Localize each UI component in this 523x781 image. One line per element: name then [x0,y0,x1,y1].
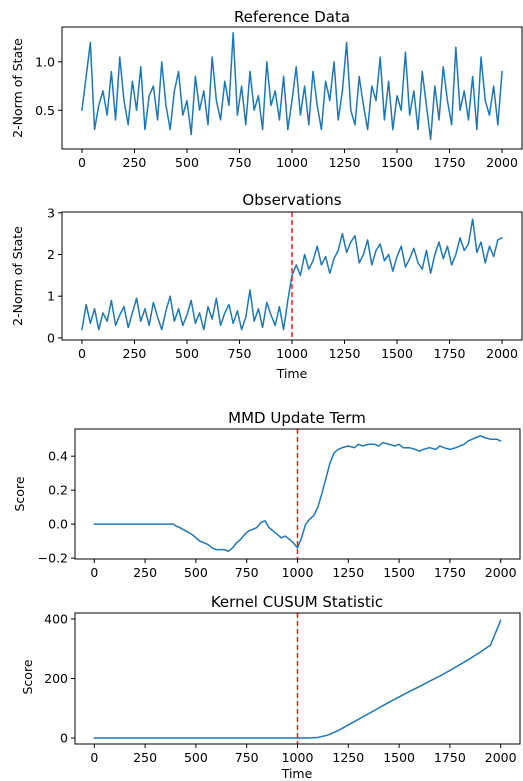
panel-title: Observations [242,191,341,209]
kernel-cusum-panel: Kernel CUSUM Statistic Score Time 0 250 50… [20,593,521,781]
x-tick-label: 1000 [282,565,314,580]
mmd-update-panel: MMD Update Term Score 0 250 500 750 1000 1250… [12,409,521,580]
y-tick-label: 0 [60,731,68,746]
y-tick-label: 0.0 [48,517,68,532]
x-tick-label: 750 [228,155,252,170]
series-line [81,32,503,141]
observations-panel: Observations 2-Norm of State Time 0 250 50… [10,191,523,381]
panel-title: Reference Data [234,8,350,26]
x-axis-label: Time [281,766,313,781]
x-tick-label: 2000 [485,565,517,580]
x-tick-label: 2000 [486,155,518,170]
y-axis-label: 2-Norm of State [10,226,25,326]
y-tick-label: −0.2 [38,551,68,566]
y-tick-label: 400 [44,611,68,626]
plot-frame [74,428,521,560]
x-tick-label: 250 [133,750,157,765]
x-tick-label: 1500 [381,346,413,361]
x-tick-label: 0 [90,565,98,580]
x-tick-label: 2000 [486,346,518,361]
x-tick-label: 500 [184,565,208,580]
x-tick-label: 1000 [282,750,314,765]
x-tick-label: 0 [90,750,98,765]
x-tick-label: 1250 [329,155,361,170]
x-tick-label: 750 [228,346,252,361]
x-tick-label: 2000 [485,750,517,765]
y-tick-label: 2 [47,247,55,262]
y-tick-label: 1.0 [35,54,55,69]
y-tick-label: 1 [47,289,55,304]
x-tick-label: 1750 [434,750,466,765]
plot-frame [74,612,521,745]
y-tick-label: 0.5 [35,103,55,118]
y-tick-label: 0 [47,330,55,345]
series-line [93,619,502,739]
y-axis-label: Score [20,659,35,694]
y-tick-label: 0.4 [48,449,68,464]
x-tick-label: 250 [123,155,147,170]
x-tick-label: 1500 [381,155,413,170]
reference-data-panel: Reference Data 2-Norm of State 0 250 500 75… [10,8,523,170]
x-tick-label: 1750 [434,565,466,580]
x-tick-label: 0 [78,346,86,361]
x-tick-label: 1000 [276,346,308,361]
x-tick-label: 1750 [434,155,466,170]
x-tick-label: 250 [123,346,147,361]
x-tick-label: 0 [78,155,86,170]
x-tick-label: 500 [175,155,199,170]
y-axis-label: 2-Norm of State [10,38,25,138]
x-axis-label: Time [276,366,308,381]
y-tick-label: 0.2 [48,483,68,498]
x-tick-label: 500 [175,346,199,361]
x-tick-label: 500 [184,750,208,765]
y-tick-label: 200 [44,671,68,686]
x-tick-label: 750 [235,750,259,765]
x-tick-label: 250 [133,565,157,580]
x-tick-label: 750 [235,565,259,580]
x-tick-label: 1250 [332,750,364,765]
series-line [93,435,502,553]
x-tick-label: 1500 [383,565,415,580]
plot-frame [61,211,523,341]
x-tick-label: 1250 [329,346,361,361]
x-tick-label: 1250 [332,565,364,580]
x-tick-label: 1500 [383,750,415,765]
y-tick-label: 3 [47,205,55,220]
x-tick-label: 1750 [434,346,466,361]
series-line [81,218,503,331]
plot-frame [61,26,523,150]
panel-title: MMD Update Term [228,409,366,427]
x-tick-label: 1000 [276,155,308,170]
y-axis-label: Score [12,476,27,511]
panel-title: Kernel CUSUM Statistic [211,593,383,611]
